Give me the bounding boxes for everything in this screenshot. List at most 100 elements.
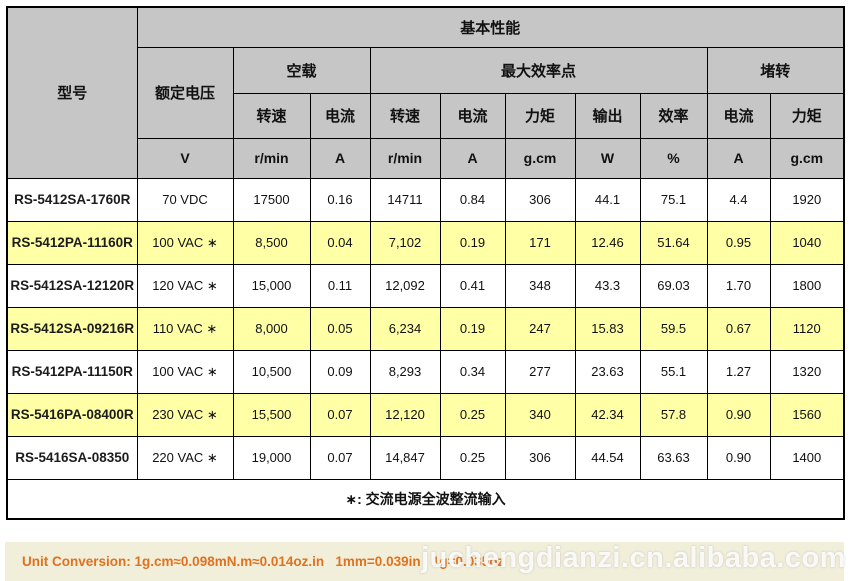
header-cell-basic-performance: 基本性能 [136,6,845,48]
spec-table-footer: ∗: 交流电源全波整流输入 [6,478,845,520]
value-cell: 1920 [769,177,845,222]
header-row-top: 型号 基本性能 [6,6,845,179]
voltage-cell: 110 VAC ∗ [136,306,234,351]
value-cell: 0.95 [706,220,771,265]
spec-table-body: RS-5412SA-1760R 70 VDC 17500 0.16 14711 0.84 3… [6,177,845,480]
table-row: RS-5416PA-08400R 230 VAC ∗ 15,500 0.07 12,12… [6,392,845,437]
unit-header-cell: V [136,137,234,179]
header-row-subcolumns: 转速 电流 转速 电流 力矩 输出 效率 电流 力矩 [7,92,845,139]
header-cell-model: 型号 [6,6,138,179]
value-cell: 8,500 [232,220,311,265]
value-cell: 348 [504,263,576,308]
value-cell: 0.34 [439,349,506,394]
value-cell: 0.25 [439,435,506,480]
value-cell: 0.05 [309,306,371,351]
value-cell: 14711 [369,177,441,222]
value-cell: 1.70 [706,263,771,308]
value-cell: 8,293 [369,349,441,394]
value-cell: 0.11 [309,263,371,308]
value-cell: 69.03 [639,263,708,308]
header-cell-rated-voltage: 额定电压 [136,46,234,139]
subcolumn-header-cell: 电流 [706,92,771,139]
unit-header-cell: W [574,137,641,179]
value-cell: 15.83 [574,306,641,351]
table-row: RS-5412SA-09216R 110 VAC ∗ 8,000 0.05 6,234 0… [6,306,845,351]
value-cell: 277 [504,349,576,394]
value-cell: 1320 [769,349,845,394]
subcolumn-header-cell: 电流 [309,92,371,139]
unit-header-cell: g.cm [769,137,845,179]
value-cell: 0.07 [309,435,371,480]
value-cell: 44.1 [574,177,641,222]
model-cell: RS-5412PA-11150R [6,349,138,394]
value-cell: 44.54 [574,435,641,480]
value-cell: 0.25 [439,392,506,437]
value-cell: 15,500 [232,392,311,437]
unit-header-cell: A [706,137,771,179]
model-cell: RS-5416PA-08400R [6,392,138,437]
value-cell: 12,092 [369,263,441,308]
table-row: RS-5412PA-11160R 100 VAC ∗ 8,500 0.04 7,102 0… [6,220,845,265]
value-cell: 42.34 [574,392,641,437]
value-cell: 0.16 [309,177,371,222]
value-cell: 12.46 [574,220,641,265]
value-cell: 0.07 [309,392,371,437]
header-group-cell: 最大效率点 [369,46,708,94]
value-cell: 171 [504,220,576,265]
value-cell: 59.5 [639,306,708,351]
value-cell: 57.8 [639,392,708,437]
value-cell: 1560 [769,392,845,437]
voltage-cell: 220 VAC ∗ [136,435,234,480]
value-cell: 14,847 [369,435,441,480]
table-row: RS-5412SA-1760R 70 VDC 17500 0.16 14711 0.84 3… [6,177,845,222]
value-cell: 0.90 [706,392,771,437]
value-cell: 8,000 [232,306,311,351]
value-cell: 63.63 [639,435,708,480]
value-cell: 10,500 [232,349,311,394]
unit-header-cell: A [439,137,506,179]
value-cell: 0.19 [439,306,506,351]
value-cell: 4.4 [706,177,771,222]
subcolumn-header-cell: 力矩 [769,92,845,139]
model-cell: RS-5416SA-08350 [6,435,138,480]
table-row: RS-5416SA-08350 220 VAC ∗ 19,000 0.07 14,847… [6,435,845,480]
header-group-cell: 堵转 [706,46,845,94]
value-cell: 0.09 [309,349,371,394]
subcolumn-header-cell: 转速 [369,92,441,139]
value-cell: 15,000 [232,263,311,308]
value-cell: 55.1 [639,349,708,394]
value-cell: 0.04 [309,220,371,265]
value-cell: 0.19 [439,220,506,265]
value-cell: 0.84 [439,177,506,222]
subcolumn-header-cell: 效率 [639,92,708,139]
unit-header-cell: r/min [232,137,311,179]
footnote-row: ∗: 交流电源全波整流输入 [6,478,845,520]
table-row: RS-5412PA-11150R 100 VAC ∗ 10,500 0.09 8,293… [6,349,845,394]
value-cell: 340 [504,392,576,437]
voltage-cell: 100 VAC ∗ [136,349,234,394]
unit-header-cell: r/min [369,137,441,179]
subcolumn-header-cell: 输出 [574,92,641,139]
value-cell: 17500 [232,177,311,222]
model-cell: RS-5412SA-09216R [6,306,138,351]
value-cell: 1040 [769,220,845,265]
value-cell: 306 [504,177,576,222]
model-cell: RS-5412SA-12120R [6,263,138,308]
subcolumn-header-cell: 电流 [439,92,506,139]
value-cell: 1120 [769,306,845,351]
footnote-text: ∗: 交流电源全波整流输入 [6,478,845,520]
unit-conversion-bar: Unit Conversion: 1g.cm≈0.098mN.m≈0.014oz… [5,542,844,581]
voltage-cell: 70 VDC [136,177,234,222]
value-cell: 12,120 [369,392,441,437]
header-row-groups: 额定电压 空载 最大效率点 堵转 [7,46,845,139]
voltage-cell: 230 VAC ∗ [136,392,234,437]
value-cell: 23.63 [574,349,641,394]
value-cell: 19,000 [232,435,311,480]
value-cell: 1400 [769,435,845,480]
unit-header-cell: % [639,137,708,179]
value-cell: 1.27 [706,349,771,394]
value-cell: 7,102 [369,220,441,265]
